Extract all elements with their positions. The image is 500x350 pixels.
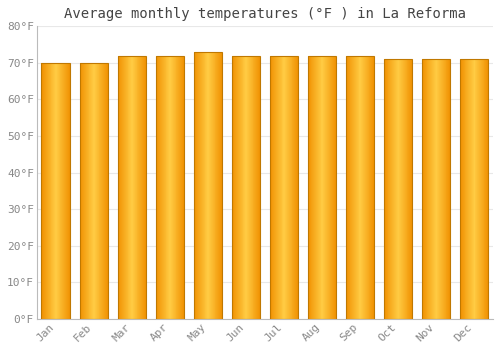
Bar	[308, 56, 336, 319]
Bar	[118, 56, 146, 319]
Bar	[346, 56, 374, 319]
Bar	[42, 63, 70, 319]
Bar	[422, 59, 450, 319]
Bar	[270, 56, 298, 319]
Bar	[80, 63, 108, 319]
Bar	[232, 56, 260, 319]
Bar	[460, 59, 488, 319]
Title: Average monthly temperatures (°F ) in La Reforma: Average monthly temperatures (°F ) in La…	[64, 7, 466, 21]
Bar	[194, 52, 222, 319]
Bar	[384, 59, 412, 319]
Bar	[156, 56, 184, 319]
